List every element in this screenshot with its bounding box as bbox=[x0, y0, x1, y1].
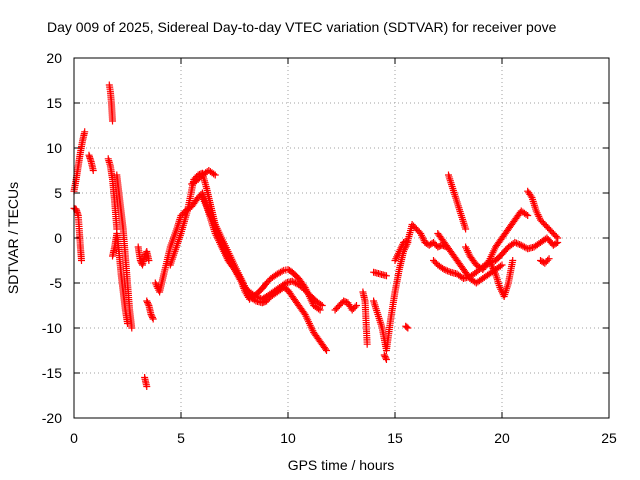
data-point bbox=[143, 299, 151, 306]
data-point bbox=[440, 266, 448, 273]
series-s13 bbox=[188, 167, 219, 188]
data-point bbox=[527, 192, 535, 200]
y-tick-label: 10 bbox=[46, 140, 62, 156]
series-s2 bbox=[70, 204, 85, 264]
data-point bbox=[514, 240, 522, 248]
data-point bbox=[147, 311, 155, 318]
series-s5 bbox=[105, 81, 117, 125]
y-axis-label: SDTVAR / TECUs bbox=[5, 182, 21, 294]
series-s4 bbox=[104, 155, 121, 233]
data-point bbox=[149, 315, 157, 323]
x-tick-label: 20 bbox=[494, 430, 510, 446]
data-point bbox=[554, 234, 562, 242]
series-s22 bbox=[430, 234, 562, 282]
data-point bbox=[496, 262, 504, 270]
data-point bbox=[380, 351, 388, 359]
data-point bbox=[317, 300, 325, 308]
data-point bbox=[128, 324, 136, 332]
data-point bbox=[280, 280, 288, 288]
data-point bbox=[252, 293, 260, 300]
data-point bbox=[351, 303, 359, 311]
series-s24 bbox=[434, 230, 506, 287]
data-point bbox=[278, 267, 286, 275]
y-tick-label: 15 bbox=[46, 95, 62, 111]
data-point bbox=[544, 256, 552, 264]
data-point bbox=[445, 268, 453, 276]
data-points bbox=[70, 81, 562, 390]
data-point bbox=[323, 347, 331, 354]
data-point bbox=[254, 293, 262, 301]
data-point bbox=[552, 239, 560, 247]
data-point bbox=[352, 302, 360, 309]
series-s8 bbox=[134, 243, 153, 269]
series-s26 bbox=[487, 257, 517, 300]
data-point bbox=[145, 257, 153, 264]
series-s27 bbox=[524, 187, 562, 242]
data-point bbox=[509, 257, 517, 264]
series-s20 bbox=[402, 322, 412, 332]
data-point bbox=[81, 128, 89, 136]
series-s14 bbox=[198, 194, 326, 309]
y-tick-label: -15 bbox=[42, 365, 62, 381]
series-s6 bbox=[109, 230, 131, 327]
series-s16 bbox=[359, 288, 371, 348]
series-s23 bbox=[445, 171, 470, 233]
data-point bbox=[382, 272, 390, 280]
series-s19 bbox=[380, 351, 390, 363]
x-axis-label: GPS time / hours bbox=[288, 457, 395, 473]
data-point bbox=[318, 302, 326, 309]
data-point bbox=[404, 324, 412, 332]
data-point bbox=[462, 225, 470, 233]
data-point bbox=[498, 261, 506, 269]
y-tick-label: -10 bbox=[42, 320, 62, 336]
x-tick-label: 10 bbox=[280, 430, 296, 446]
data-point bbox=[516, 241, 524, 249]
x-tick-label: 15 bbox=[387, 430, 403, 446]
data-point bbox=[524, 212, 532, 219]
series-s10 bbox=[141, 374, 151, 390]
data-point bbox=[143, 297, 151, 305]
series-s7 bbox=[113, 171, 136, 332]
data-point bbox=[512, 239, 520, 247]
data-point bbox=[77, 257, 85, 264]
series-s28 bbox=[537, 255, 553, 267]
y-tick-label: 20 bbox=[46, 50, 62, 66]
data-point bbox=[442, 266, 450, 274]
data-point bbox=[143, 383, 151, 390]
y-tick-label: -5 bbox=[50, 275, 63, 291]
data-point bbox=[522, 210, 530, 218]
x-tick-label: 5 bbox=[177, 430, 185, 446]
data-point bbox=[552, 233, 560, 240]
series-s3 bbox=[85, 151, 97, 174]
data-point bbox=[148, 314, 156, 321]
series-s9 bbox=[143, 297, 157, 323]
data-point bbox=[148, 312, 156, 320]
data-point bbox=[89, 167, 97, 174]
data-point bbox=[511, 239, 519, 246]
series-s15 bbox=[331, 297, 360, 314]
x-tick-label: 0 bbox=[70, 430, 78, 446]
series-s18 bbox=[370, 268, 390, 280]
data-point bbox=[403, 323, 411, 331]
data-point bbox=[211, 171, 219, 179]
data-point bbox=[144, 300, 152, 308]
data-point bbox=[321, 345, 329, 353]
y-tick-label: 5 bbox=[54, 185, 62, 201]
data-point bbox=[382, 354, 390, 362]
plot-frame bbox=[73, 57, 610, 419]
y-tick-label: -20 bbox=[42, 410, 62, 426]
data-point bbox=[545, 255, 553, 263]
x-tick-label: 25 bbox=[601, 430, 617, 446]
y-tick-label: 0 bbox=[54, 230, 62, 246]
data-point bbox=[381, 353, 389, 360]
data-point bbox=[443, 267, 451, 275]
chart-title: Day 009 of 2025, Sidereal Day-to-day VTE… bbox=[47, 19, 557, 35]
data-point bbox=[109, 117, 117, 125]
data-point bbox=[210, 170, 218, 178]
data-point bbox=[363, 340, 371, 348]
data-point bbox=[382, 356, 390, 363]
